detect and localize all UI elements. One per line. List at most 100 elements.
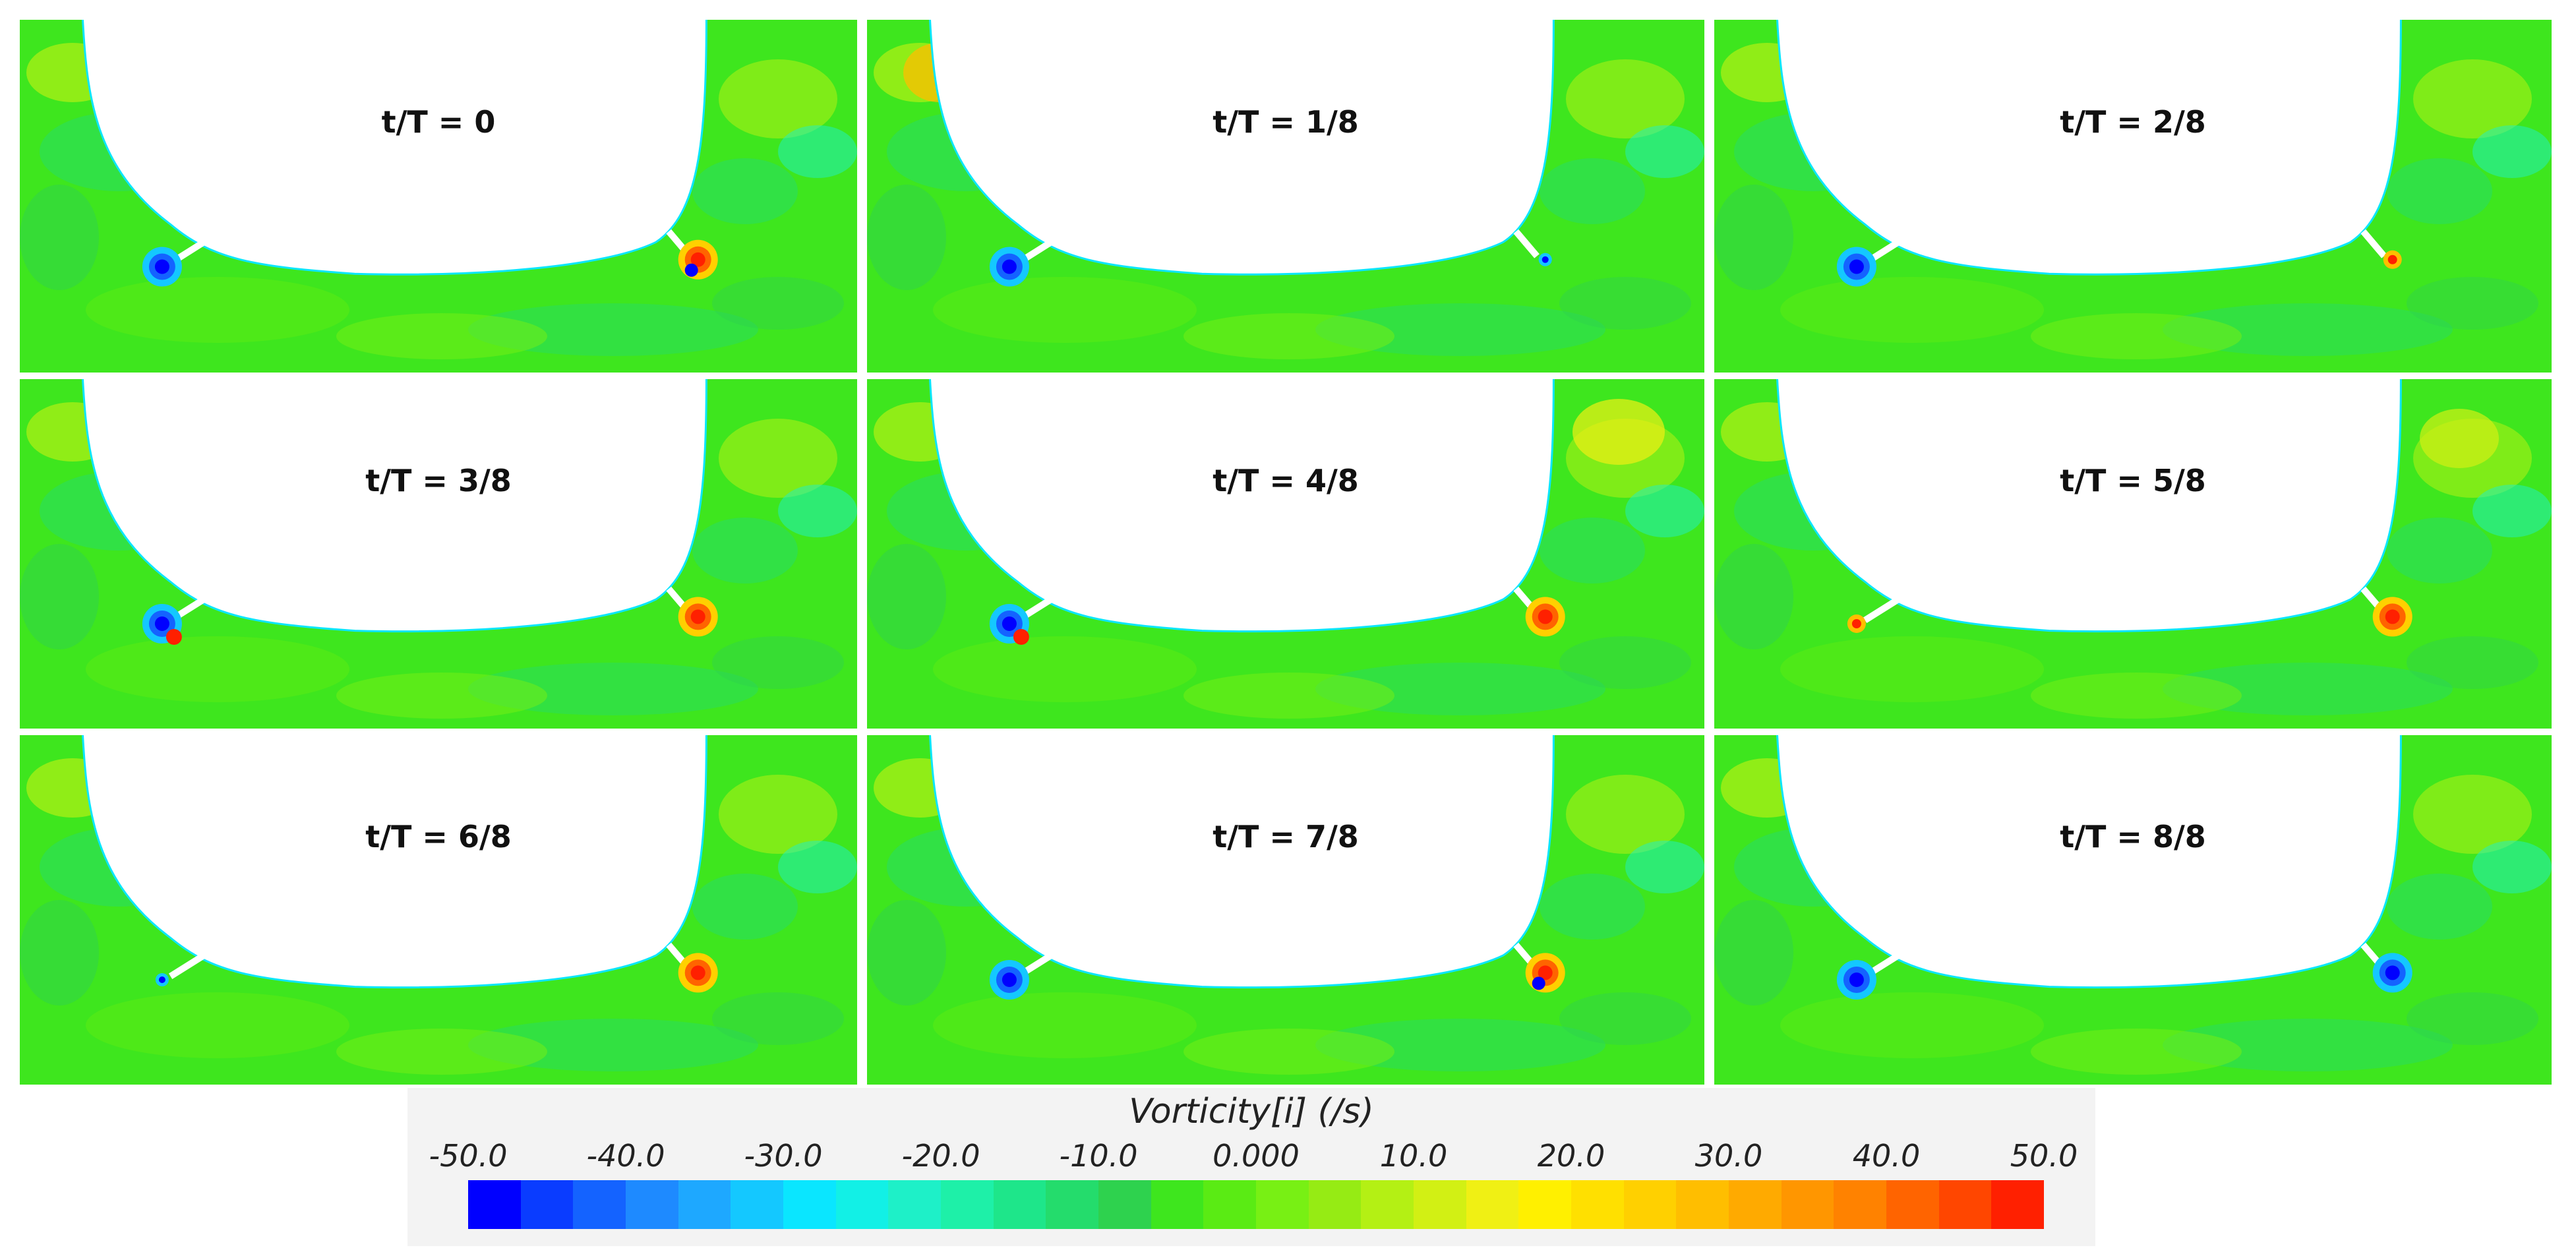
vorticity-panel: t/T = 2/8 (1714, 20, 2552, 373)
legend-tick-labels: -50.0 -40.0 -30.0 -20.0 -10.0 0.000 10.0 20.0 30… (407, 1138, 2095, 1175)
hull-body (82, 20, 707, 276)
right-keel-vortex (1525, 597, 1565, 637)
vorticity-panel: t/T = 6/8 (20, 735, 857, 1085)
legend-tick-label: -20.0 (901, 1138, 980, 1174)
right-keel-vortex (678, 239, 718, 280)
legend-tick-label: -40.0 (586, 1138, 665, 1174)
colorbar-swatch (941, 1180, 994, 1229)
panel-time-label: t/T = 4/8 (1213, 463, 1359, 499)
colorbar-swatch (626, 1180, 678, 1229)
panel-time-label: t/T = 2/8 (2060, 104, 2206, 140)
colorbar-swatch (1623, 1180, 1677, 1229)
legend-tick-label: 0.000 (1213, 1138, 1300, 1174)
vorticity-field (1714, 20, 2552, 359)
legend-title: Vorticity[i] (/s) (1129, 1092, 1374, 1131)
vorticity-panel: t/T = 8/8 (1714, 735, 2552, 1085)
colorbar-swatch (1466, 1180, 1519, 1229)
right-keel-vortex (2383, 250, 2402, 269)
vorticity-field (867, 20, 1704, 359)
colorbar-swatch (1518, 1180, 1572, 1229)
right-keel-vortex (2372, 597, 2412, 637)
hull-body (929, 735, 1555, 989)
vorticity-field (20, 735, 857, 1075)
hull-body (929, 379, 1555, 633)
colorbar-swatch (468, 1180, 521, 1229)
colorbar-swatch (1886, 1180, 1939, 1229)
colorbar-swatch (1098, 1180, 1151, 1229)
legend-tick-label: 30.0 (1694, 1138, 1763, 1174)
colorbar (468, 1180, 2045, 1229)
colorbar-swatch (1571, 1180, 1624, 1229)
colorbar-swatch (1676, 1180, 1729, 1229)
colorbar-swatch (1151, 1180, 1204, 1229)
hull-body (1776, 20, 2402, 276)
right-keel-vortex (1538, 253, 1552, 266)
right-keel-vortex (678, 953, 718, 993)
colorbar-swatch (835, 1180, 889, 1229)
left-keel-vortex (1847, 614, 1866, 633)
left-bilge-keel (168, 952, 206, 979)
hull-body (82, 735, 707, 989)
legend-tick-label: -30.0 (744, 1138, 823, 1174)
left-bilge-keel (1863, 596, 1901, 623)
left-keel-vortex (989, 247, 1029, 287)
left-keel-vortex (989, 604, 1029, 645)
vorticity-field (867, 379, 1704, 719)
colorbar-swatch (1834, 1180, 1887, 1229)
vorticity-panel: t/T = 0 (20, 20, 857, 373)
hull-body (1776, 735, 2402, 989)
colorbar-swatch (1046, 1180, 1099, 1229)
legend-tick-label: 40.0 (1852, 1138, 1921, 1174)
colorbar-swatch (731, 1180, 784, 1229)
vorticity-field (1714, 379, 2552, 719)
vorticity-panel: t/T = 4/8 (867, 379, 1704, 729)
hull-body (82, 379, 707, 633)
vorticity-panel: t/T = 5/8 (1714, 379, 2552, 729)
vorticity-panel: t/T = 1/8 (867, 20, 1704, 373)
colorbar-swatch (993, 1180, 1046, 1229)
colorbar-swatch (1729, 1180, 1782, 1229)
colorbar-swatch (1414, 1180, 1466, 1229)
right-keel-vortex (2372, 953, 2412, 993)
vorticity-field (20, 20, 857, 359)
left-keel-vortex (1836, 960, 1876, 1000)
left-keel-vortex (142, 247, 182, 287)
colorbar-swatch (1938, 1180, 1992, 1229)
colorbar-swatch (1991, 1180, 2045, 1229)
legend-tick-label: -50.0 (429, 1138, 508, 1174)
colorbar-swatch (520, 1180, 574, 1229)
left-keel-vortex (142, 604, 182, 645)
colorbar-swatch (1256, 1180, 1309, 1229)
panel-time-label: t/T = 5/8 (2060, 463, 2206, 499)
panel-time-label: t/T = 8/8 (2060, 819, 2206, 855)
right-keel-vortex (678, 597, 718, 637)
panel-time-label: t/T = 6/8 (365, 819, 512, 855)
legend-tick-label: 10.0 (1379, 1138, 1448, 1174)
colorbar-swatch (1361, 1180, 1414, 1229)
colorbar-swatch (1781, 1180, 1834, 1229)
hull-body (1776, 379, 2402, 633)
left-keel-vortex (989, 960, 1029, 1000)
panel-time-label: t/T = 0 (381, 104, 496, 140)
right-bilge-keel (1513, 229, 1540, 258)
left-keel-vortex (1836, 247, 1876, 287)
colorbar-legend: Vorticity[i] (/s) -50.0 -40.0 -30.0 -20.0 -1… (407, 1088, 2095, 1246)
vorticity-field (1714, 735, 2552, 1075)
colorbar-swatch (888, 1180, 942, 1229)
colorbar-swatch (1203, 1180, 1257, 1229)
right-keel-vortex (1525, 953, 1565, 993)
legend-tick-label: -10.0 (1059, 1138, 1138, 1174)
legend-tick-label: 20.0 (1537, 1138, 1605, 1174)
colorbar-swatch (1308, 1180, 1362, 1229)
panel-time-label: t/T = 3/8 (365, 463, 512, 499)
panel-time-label: t/T = 1/8 (1213, 104, 1359, 140)
vorticity-field (867, 735, 1704, 1075)
colorbar-swatch (678, 1180, 731, 1229)
left-keel-vortex (155, 973, 169, 986)
vorticity-panel: t/T = 7/8 (867, 735, 1704, 1085)
vorticity-field (20, 379, 857, 719)
colorbar-swatch (783, 1180, 836, 1229)
right-bilge-keel (2360, 229, 2387, 258)
hull-body (929, 20, 1555, 276)
legend-tick-label: 50.0 (2010, 1138, 2078, 1174)
